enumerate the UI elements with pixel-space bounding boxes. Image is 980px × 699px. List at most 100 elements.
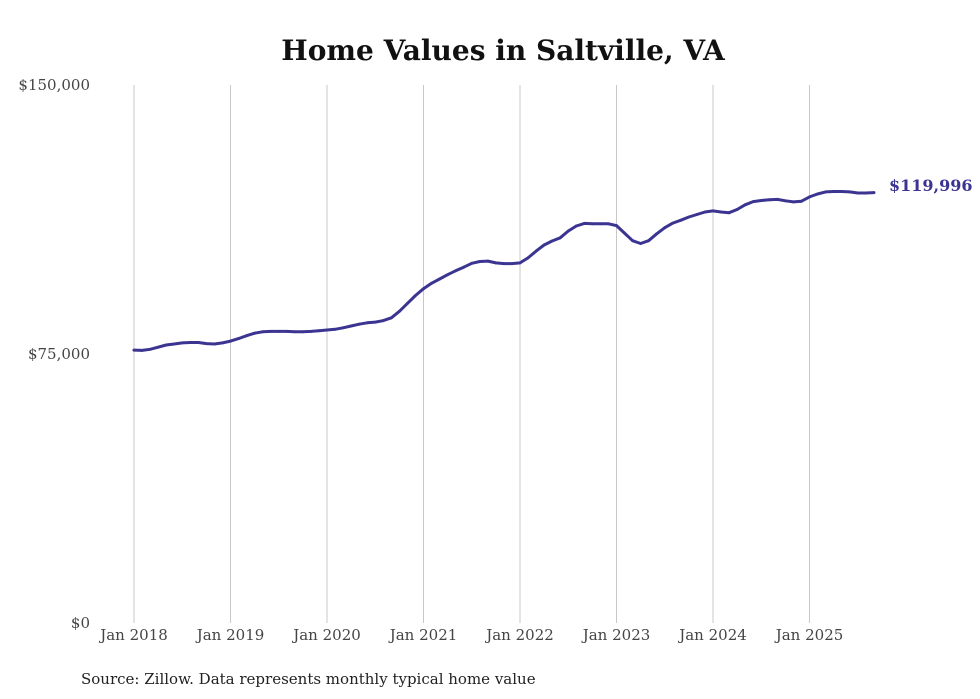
data-point [197,341,200,344]
data-point [631,239,634,243]
data-point [406,302,409,305]
data-point [679,218,683,222]
data-point [727,211,731,215]
data-point [566,229,570,233]
data-point [856,191,860,195]
data-point [398,309,401,313]
data-point [237,337,240,340]
data-point [221,341,224,345]
data-point [285,330,289,333]
end-value-label: $119,996 [889,176,973,195]
data-point [599,222,602,226]
data-point [325,328,329,332]
data-point [269,330,273,333]
data-point [373,320,377,324]
data-point [647,239,650,243]
data-point [253,331,256,335]
data-point [317,329,321,333]
data-point [494,261,498,265]
data-point [792,200,795,204]
data-point [148,347,152,351]
x-tick-label: Jan 2024 [677,626,747,644]
data-point [261,330,264,334]
data-point [349,324,353,328]
data-point [703,210,707,214]
x-tick-label: Jan 2022 [484,626,554,644]
data-point [558,236,562,240]
data-point [583,222,586,225]
data-point [872,191,876,195]
x-tick-label: Jan 2021 [388,626,458,644]
data-point [534,249,538,253]
y-axis: $0 $75,000 $150,000 [18,76,90,632]
data-point [550,239,554,243]
x-axis: Jan 2018 Jan 2019 Jan 2020 Jan 2021 Jan 2022… [98,626,843,644]
gridlines [133,85,810,623]
data-point [767,198,771,202]
x-tick-label: Jan 2025 [774,626,844,644]
data-point [542,243,546,247]
data-point [607,222,610,226]
data-point [687,215,691,219]
data-point [140,349,144,352]
data-point [502,262,506,265]
data-point [840,190,843,193]
data-point [205,342,208,345]
data-point [808,195,811,199]
x-tick-label: Jan 2019 [195,626,265,644]
data-point [478,260,482,263]
y-tick-label: $0 [71,614,90,632]
data-point [156,345,160,349]
data-point [574,224,578,228]
data-point [824,190,827,194]
data-point [277,330,281,333]
data-point [172,342,176,346]
data-point [438,277,441,281]
data-point [800,199,803,203]
x-tick-label: Jan 2020 [291,626,361,644]
data-point [188,341,192,344]
data-point [591,222,594,226]
data-point [430,281,433,285]
data-point [759,199,763,202]
data-point [381,319,385,322]
series-line-0 [132,190,876,352]
data-point [743,203,747,207]
data-point [446,273,449,277]
data-point [518,261,522,265]
data-point [213,342,216,346]
data-point [526,256,530,260]
data-point [864,191,868,195]
data-point [132,348,136,352]
source-note: Source: Zillow. Data represents monthly … [81,670,536,688]
data-point [454,269,457,273]
data-point [333,327,337,331]
x-tick-label: Jan 2018 [98,626,168,644]
x-tick-label: Jan 2023 [581,626,651,644]
data-point [615,224,618,228]
data-point [390,316,393,320]
data-point [245,334,249,338]
y-tick-label: $75,000 [28,345,90,363]
data-point [776,198,779,201]
data-point [848,190,852,194]
data-point [357,322,361,326]
data-point [365,321,369,325]
data-point [623,231,626,235]
data-point [510,262,514,265]
data-point [422,287,425,291]
data-point [486,259,490,263]
data-point [832,190,835,193]
data-point [655,232,659,236]
data-point [293,330,297,334]
data-point [735,208,739,211]
data-point [671,221,675,225]
data-point [164,343,168,347]
data-point [462,265,466,269]
data-point [751,200,755,204]
data-point [719,210,723,214]
data-point [180,341,184,345]
data-point [309,330,313,333]
data-point [639,242,642,245]
